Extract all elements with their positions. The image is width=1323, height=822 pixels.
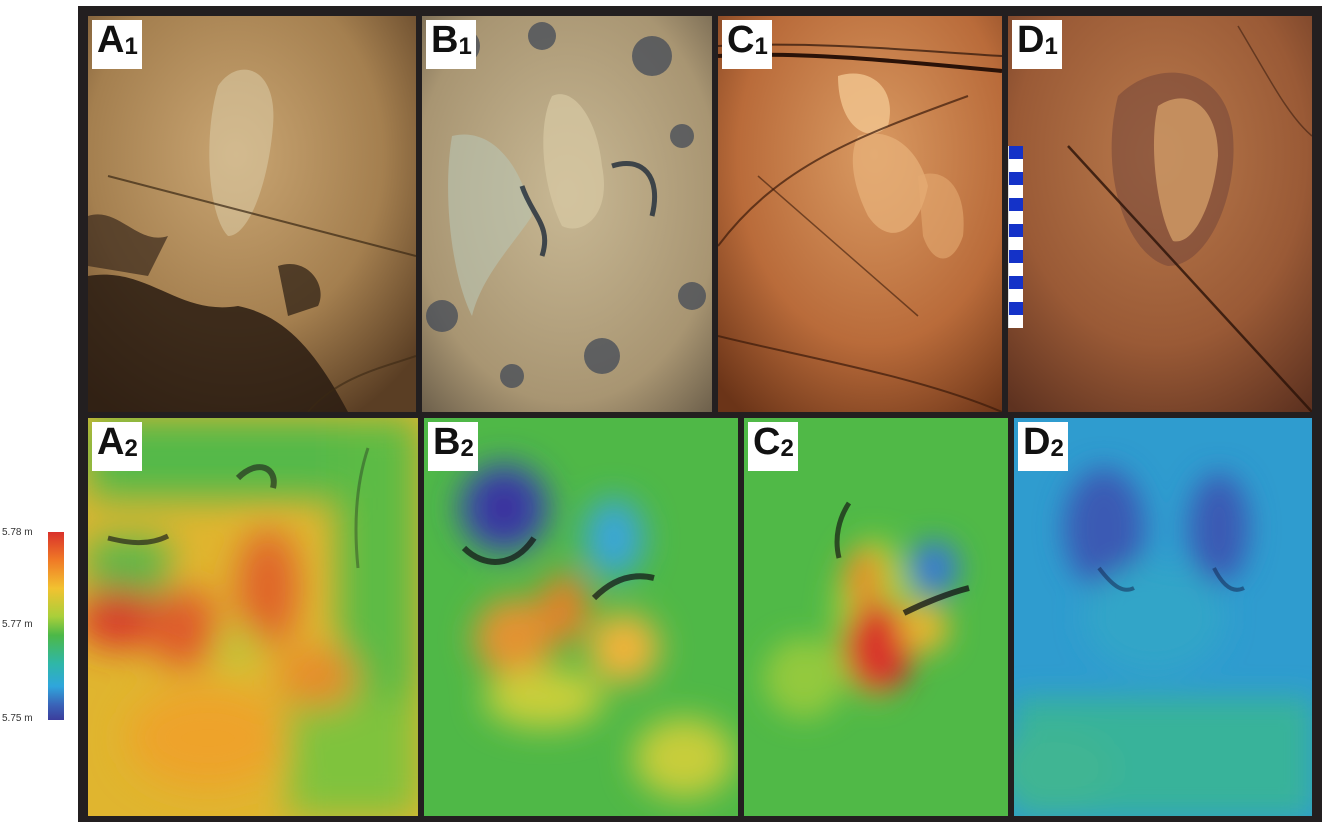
height-map-d2-image [1014, 418, 1312, 816]
photo-d1-image [1008, 16, 1312, 412]
elevation-legend: 5.78 m 5.77 m 5.75 m [0, 520, 80, 740]
height-map-c2-image [744, 418, 1008, 816]
panel-b1-photo: B1 [422, 16, 712, 412]
panel-b2-height-map: B2 [424, 418, 738, 816]
panel-a2-label: A2 [92, 422, 142, 471]
panel-c2-height-map: C2 [744, 418, 1008, 816]
panel-c1-label: C1 [722, 20, 772, 69]
photo-b1-image [422, 16, 712, 412]
panel-a2-height-map: A2 [88, 418, 418, 816]
panel-b1-label: B1 [426, 20, 476, 69]
legend-mid-label: 5.77 m [2, 619, 33, 630]
panel-d2-height-map: D2 [1014, 418, 1312, 816]
photo-c1-image [718, 16, 1002, 412]
panel-d1-photo: D1 [1008, 16, 1312, 412]
height-map-a2-image [88, 418, 418, 816]
panel-d2-label: D2 [1018, 422, 1068, 471]
panel-c2-label: C2 [748, 422, 798, 471]
panel-b2-label: B2 [428, 422, 478, 471]
legend-min-label: 5.75 m [2, 713, 33, 724]
height-map-b2-image [424, 418, 738, 816]
photo-scale-bar [1008, 146, 1023, 328]
panel-c1-photo: C1 [718, 16, 1002, 412]
panel-a1-label: A1 [92, 20, 142, 69]
footprint-figure: A1 B1 [78, 6, 1322, 822]
panel-d1-label: D1 [1012, 20, 1062, 69]
panel-a1-photo: A1 [88, 16, 416, 412]
legend-max-label: 5.78 m [2, 527, 33, 538]
elevation-color-scale [48, 532, 64, 720]
photo-a1-image [88, 16, 416, 412]
